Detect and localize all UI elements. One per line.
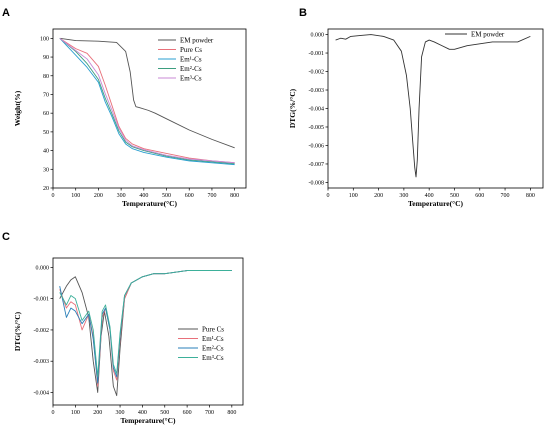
y-tick-label: -0.008 bbox=[309, 180, 325, 186]
x-tick-label: 300 bbox=[399, 193, 408, 199]
x-tick-label: 800 bbox=[526, 193, 535, 199]
series-line-em3-cs bbox=[59, 37, 235, 164]
x-tick-label: 0 bbox=[327, 193, 330, 199]
series-line-pure-cs bbox=[59, 37, 235, 164]
x-tick-label: 0 bbox=[52, 193, 55, 199]
x-tick-label: 600 bbox=[183, 410, 192, 416]
series-line-em1-cs bbox=[59, 38, 235, 166]
x-axis-title: Temperature(°C) bbox=[120, 416, 176, 425]
y-axis-title: DTG(%/°C) bbox=[288, 88, 297, 128]
legend-label: Em³-Cs bbox=[202, 354, 224, 362]
x-tick-label: 500 bbox=[450, 193, 459, 199]
x-tick-label: 700 bbox=[205, 410, 214, 416]
y-tick-label: 20 bbox=[43, 186, 49, 192]
x-tick-label: 100 bbox=[349, 193, 358, 199]
legend-label: Em²-Cs bbox=[202, 345, 224, 353]
y-tick-label: 70 bbox=[43, 92, 49, 98]
plot-frame bbox=[52, 28, 247, 189]
x-tick-label: 600 bbox=[185, 193, 194, 199]
series-line-em3-cs bbox=[59, 270, 232, 378]
x-tick-label: 400 bbox=[139, 193, 148, 199]
y-tick-label: -0.006 bbox=[309, 143, 325, 149]
x-tick-label: 200 bbox=[94, 193, 103, 199]
x-tick-label: 800 bbox=[227, 410, 236, 416]
x-axis-title: Temperature(°C) bbox=[408, 199, 464, 208]
legend-label: Em¹-Cs bbox=[202, 335, 224, 343]
y-tick-label: 80 bbox=[43, 74, 49, 80]
y-tick-label: 90 bbox=[43, 55, 49, 61]
legend-label: Pure Cs bbox=[202, 326, 224, 334]
y-tick-label: -0.007 bbox=[309, 162, 325, 168]
x-tick-label: 200 bbox=[374, 193, 383, 199]
x-tick-label: 400 bbox=[425, 193, 434, 199]
x-tick-label: 100 bbox=[71, 193, 80, 199]
y-axis-title: DTG(%/°C) bbox=[13, 311, 22, 351]
chart-panel-A: A 0 100 200 300 400 500 600 700 800 20 30 40 50 60 70 80… bbox=[2, 7, 247, 208]
series-line-em2-cs bbox=[59, 38, 235, 165]
x-tick-label: 700 bbox=[501, 193, 510, 199]
x-tick-label: 300 bbox=[116, 410, 125, 416]
legend-label: EM powder bbox=[180, 37, 214, 45]
y-tick-label: -0.001 bbox=[309, 51, 325, 57]
chart-panel-C: C 0 100 200 300 400 500 600 700 800 -0.004 -0.003 -0… bbox=[2, 231, 244, 425]
y-tick-label: -0.005 bbox=[309, 125, 325, 131]
plot-frame bbox=[52, 257, 244, 406]
legend-label: Em¹-Cs bbox=[180, 56, 202, 64]
y-tick-label: -0.002 bbox=[309, 70, 325, 76]
x-tick-label: 500 bbox=[160, 410, 169, 416]
x-tick-label: 100 bbox=[71, 410, 80, 416]
x-tick-label: 400 bbox=[138, 410, 147, 416]
legend-label: Pure Cs bbox=[180, 46, 202, 54]
panel-letter: B bbox=[299, 7, 307, 19]
y-tick-label: 0.000 bbox=[36, 265, 50, 271]
panel-letter: C bbox=[2, 231, 10, 243]
x-tick-label: 800 bbox=[230, 193, 239, 199]
y-tick-label: 40 bbox=[43, 149, 49, 155]
y-tick-label: -0.003 bbox=[309, 88, 325, 94]
series-line-em-powder bbox=[335, 34, 531, 178]
y-tick-label: -0.001 bbox=[34, 297, 50, 303]
x-tick-label: 200 bbox=[93, 410, 102, 416]
chart-panel-B: B 0 100 200 300 400 500 600 700 800 -0.008 -0.007 -0… bbox=[288, 7, 544, 208]
plot-frame bbox=[327, 28, 544, 189]
y-tick-label: -0.004 bbox=[309, 107, 325, 113]
x-tick-label: 500 bbox=[162, 193, 171, 199]
y-tick-label: -0.002 bbox=[34, 328, 50, 334]
legend: EM powder bbox=[445, 31, 505, 39]
legend-label: EM powder bbox=[471, 31, 505, 39]
y-tick-label: -0.004 bbox=[34, 390, 50, 396]
y-tick-label: 60 bbox=[43, 111, 49, 117]
panel-letter: A bbox=[2, 7, 10, 19]
y-tick-label: 100 bbox=[40, 36, 49, 42]
x-tick-label: 700 bbox=[207, 193, 216, 199]
legend-label: Em³-Cs bbox=[180, 75, 202, 83]
x-tick-label: 600 bbox=[475, 193, 484, 199]
y-axis-title: Weight(%) bbox=[13, 90, 22, 126]
x-axis-title: Temperature(°C) bbox=[122, 199, 178, 208]
series-line-em-powder bbox=[59, 37, 235, 149]
x-tick-label: 300 bbox=[117, 193, 126, 199]
y-tick-label: 50 bbox=[43, 130, 49, 136]
legend-label: Em²-Cs bbox=[180, 65, 202, 73]
y-tick-label: -0.003 bbox=[34, 359, 50, 365]
y-tick-label: 30 bbox=[43, 167, 49, 173]
x-tick-label: 0 bbox=[52, 410, 55, 416]
y-tick-label: 0.000 bbox=[311, 33, 325, 39]
